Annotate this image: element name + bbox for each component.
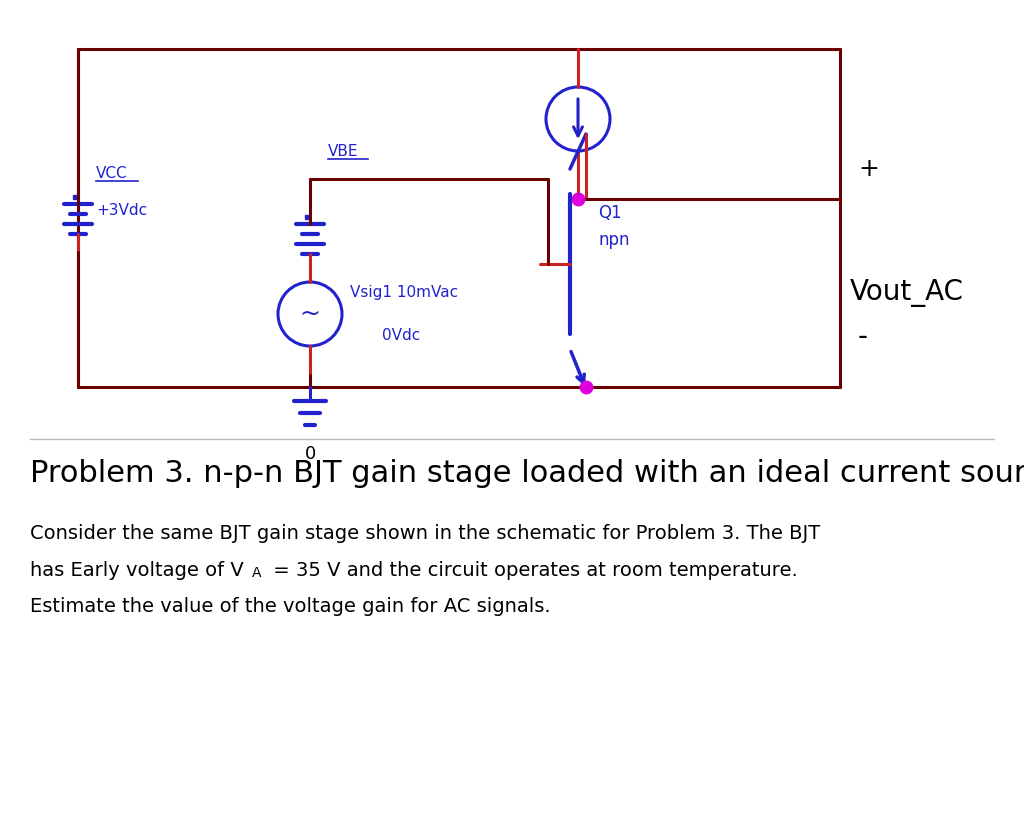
Text: npn: npn [598, 231, 630, 249]
Text: = 35 V and the circuit operates at room temperature.: = 35 V and the circuit operates at room … [267, 561, 798, 580]
Text: Q1: Q1 [598, 204, 622, 222]
Text: has Early voltage of V: has Early voltage of V [30, 561, 244, 580]
Text: VBE: VBE [328, 144, 358, 159]
Text: 0: 0 [304, 445, 315, 463]
Text: +3Vdc: +3Vdc [96, 203, 147, 218]
Text: -: - [858, 323, 868, 351]
Text: Vout_AC: Vout_AC [850, 279, 964, 307]
Text: 0Vdc: 0Vdc [382, 328, 420, 343]
Text: Vsig1 10mVac: Vsig1 10mVac [350, 285, 458, 300]
Text: A: A [252, 566, 261, 580]
Text: Problem 3. n-p-n BJT gain stage loaded with an ideal current source.: Problem 3. n-p-n BJT gain stage loaded w… [30, 459, 1024, 488]
Text: VCC: VCC [96, 166, 128, 181]
Text: ~: ~ [300, 302, 321, 326]
Text: +: + [858, 157, 879, 181]
Text: Consider the same BJT gain stage shown in the schematic for Problem 3. The BJT: Consider the same BJT gain stage shown i… [30, 524, 820, 543]
Text: Estimate the value of the voltage gain for AC signals.: Estimate the value of the voltage gain f… [30, 597, 551, 616]
